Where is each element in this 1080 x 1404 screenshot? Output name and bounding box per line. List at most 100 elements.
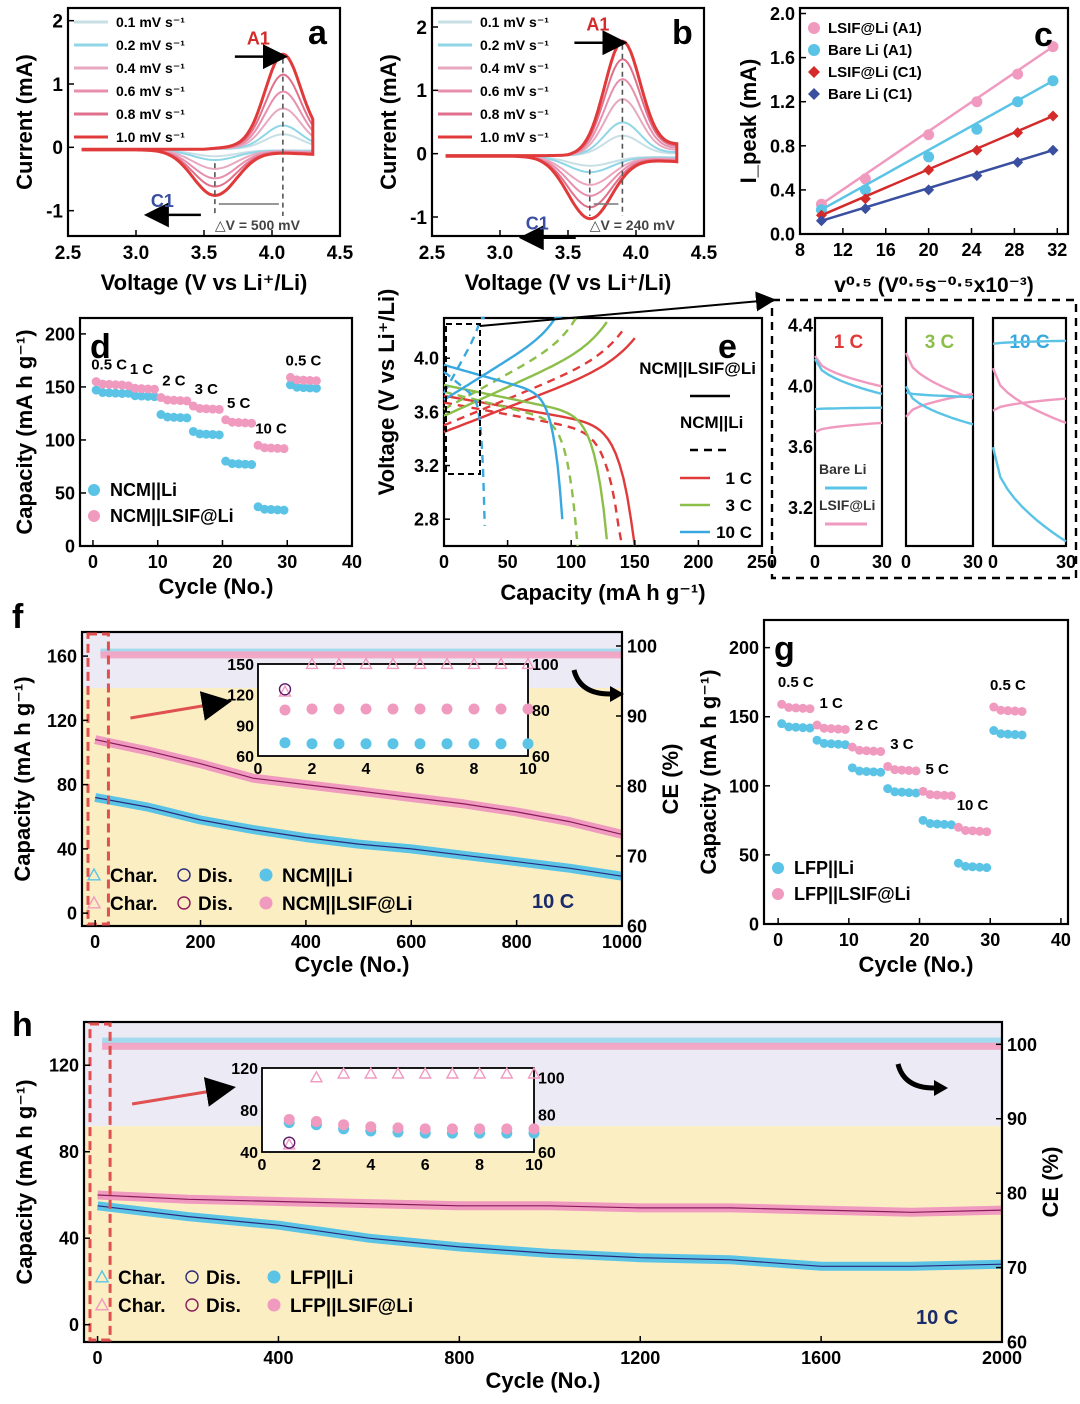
point-c-3-5	[1047, 144, 1059, 156]
point-d-0-4-2	[234, 459, 244, 469]
x-tick-label-g-0: 0	[773, 930, 783, 950]
point-c-2-0	[815, 209, 827, 221]
inset-e-xtick-1-0: 0	[901, 552, 911, 572]
y-axis-label-f: Capacity (mA h g⁻¹)	[10, 676, 35, 881]
legend-char-label-h-1: Char.	[118, 1296, 166, 1317]
x-tick-label-c-2: 16	[876, 240, 896, 260]
point-g-0-0-2	[791, 722, 801, 732]
legend-label-b-2: 0.4 mV s⁻¹	[480, 60, 549, 76]
point-d-0-1-1	[130, 391, 140, 401]
panel-b-frame	[430, 6, 706, 238]
point-d-0-1-2	[137, 391, 147, 401]
capacity-outline-f-0	[95, 796, 623, 877]
discharge-curve-e-0-dashed	[443, 401, 624, 547]
point-d-1-5-3	[273, 443, 283, 453]
point-d-1-0-1	[98, 379, 108, 389]
point-g-0-6-1	[996, 729, 1006, 739]
x-tick-label-h-1: 400	[263, 1348, 293, 1368]
inset-xtick-f-4: 8	[470, 761, 479, 778]
inset-e-ytick-3: 4.4	[788, 316, 813, 336]
point-g-1-1-0	[812, 720, 822, 730]
y-tick-label-a-0: -1	[46, 202, 63, 223]
inset-xtick-h-5: 10	[525, 1157, 543, 1174]
y-right-tick-label-f-3: 90	[627, 706, 647, 726]
inset-point-f-lsif-9	[522, 703, 534, 715]
point-c-1-2	[923, 151, 935, 163]
point-d-1-5-4	[279, 444, 289, 454]
y-tick-label-b-1: 0	[416, 145, 427, 166]
y-tick-label-a-2: 1	[52, 75, 63, 96]
legend-label-e-2: 10 C	[716, 523, 752, 542]
point-d-1-4-4	[247, 418, 257, 428]
y-tick-label-c-3: 1.2	[770, 92, 795, 112]
rate-label-g-5: 10 C	[957, 797, 989, 814]
inset-ytick-right-f-0: 60	[532, 749, 550, 766]
y-axis-label-right-h: CE (%)	[1038, 1147, 1063, 1218]
point-g-1-5-2	[968, 826, 978, 836]
point-g-0-3-0	[883, 784, 893, 794]
y-tick-label-e-2: 3.6	[414, 402, 439, 422]
panel-label-e: e	[718, 328, 737, 366]
inset-xtick-f-1: 2	[308, 761, 317, 778]
panel-f-frame	[80, 630, 624, 928]
ce-trace-h-0	[102, 1037, 1002, 1045]
inset-e-xtick-2-0: 0	[988, 552, 998, 572]
panel-label-a: a	[308, 14, 328, 52]
y-axis-label-e: Voltage (V vs Li⁺/Li)	[374, 289, 399, 496]
rate-label-d-5: 10 C	[255, 420, 287, 437]
y-tick-label-f-4: 160	[47, 647, 77, 667]
inset-e-xtick-1-1: 30	[963, 552, 983, 572]
label-b-anodic: A1	[586, 15, 609, 35]
rate-label-g-3: 3 C	[890, 736, 914, 753]
point-d-1-2-2	[169, 395, 179, 405]
inset-first-dis-f	[278, 683, 292, 696]
inset-e-curve-0-0	[814, 355, 883, 388]
point-g-0-0-0	[777, 719, 787, 729]
inset-e-curve-2-2	[992, 339, 1067, 345]
y-tick-label-g-3: 150	[729, 707, 759, 727]
inset-first-dis-h	[283, 1136, 296, 1149]
x-tick-label-f-5: 1000	[602, 932, 642, 952]
x-tick-label-d-1: 10	[148, 552, 168, 572]
x-tick-label-a-3: 4.0	[259, 243, 285, 264]
point-c-0-5	[1047, 41, 1059, 53]
x-tick-label-c-1: 12	[833, 240, 853, 260]
panel-label-c: c	[1034, 16, 1053, 54]
inset-ytick-right-h-1: 80	[538, 1108, 556, 1125]
x-tick-label-c-3: 20	[919, 240, 939, 260]
inset-ce-point-f-8	[494, 657, 508, 670]
y-axis-label-right-f: CE (%)	[658, 744, 683, 815]
legend-label-g-1: LFP||LSIF@Li	[794, 884, 911, 904]
point-d-0-2-3	[175, 413, 185, 423]
point-g-1-4-4	[946, 791, 956, 801]
capacity-outline-h-0	[97, 1205, 1003, 1267]
point-g-1-3-0	[883, 761, 893, 771]
point-g-0-6-3	[1010, 730, 1020, 740]
y-right-tick-label-f-4: 100	[627, 636, 657, 656]
inset-e-xtick-0-0: 0	[810, 552, 820, 572]
y-tick-label-a-3: 2	[52, 12, 63, 33]
rate-label-d-0: 0.5 C	[91, 357, 127, 374]
point-c-2-1	[859, 193, 871, 205]
point-c-1-5	[1047, 75, 1059, 87]
inset-e-label-0: 1 C	[834, 332, 864, 353]
inset-e-curve-2-0	[991, 367, 1067, 425]
charge-curve-e-2-dashed	[442, 316, 485, 394]
inset-xtick-f-5: 10	[519, 761, 537, 778]
point-d-1-6-3	[305, 375, 315, 385]
inset-ytick-f-3: 150	[227, 657, 254, 674]
point-g-1-5-4	[982, 827, 992, 837]
legend-dashed-label-e: NCM||Li	[680, 413, 743, 432]
inset-arrow-h	[131, 1077, 236, 1107]
point-d-0-0-3	[111, 388, 121, 398]
point-g-1-1-2	[826, 724, 836, 734]
inset-ce-point-h-6	[445, 1066, 460, 1079]
point-g-1-4-3	[939, 790, 949, 800]
y-right-tick-label-f-1: 70	[627, 846, 647, 866]
label-a-anodic: A1	[247, 29, 270, 49]
y-tick-label-g-0: 0	[749, 914, 759, 934]
y-right-tick-label-h-2: 80	[1007, 1184, 1027, 1204]
x-tick-label-g-4: 40	[1051, 930, 1071, 950]
legend-label-e-0: 1 C	[726, 469, 752, 488]
y-tick-label-a-1: 0	[52, 138, 63, 159]
